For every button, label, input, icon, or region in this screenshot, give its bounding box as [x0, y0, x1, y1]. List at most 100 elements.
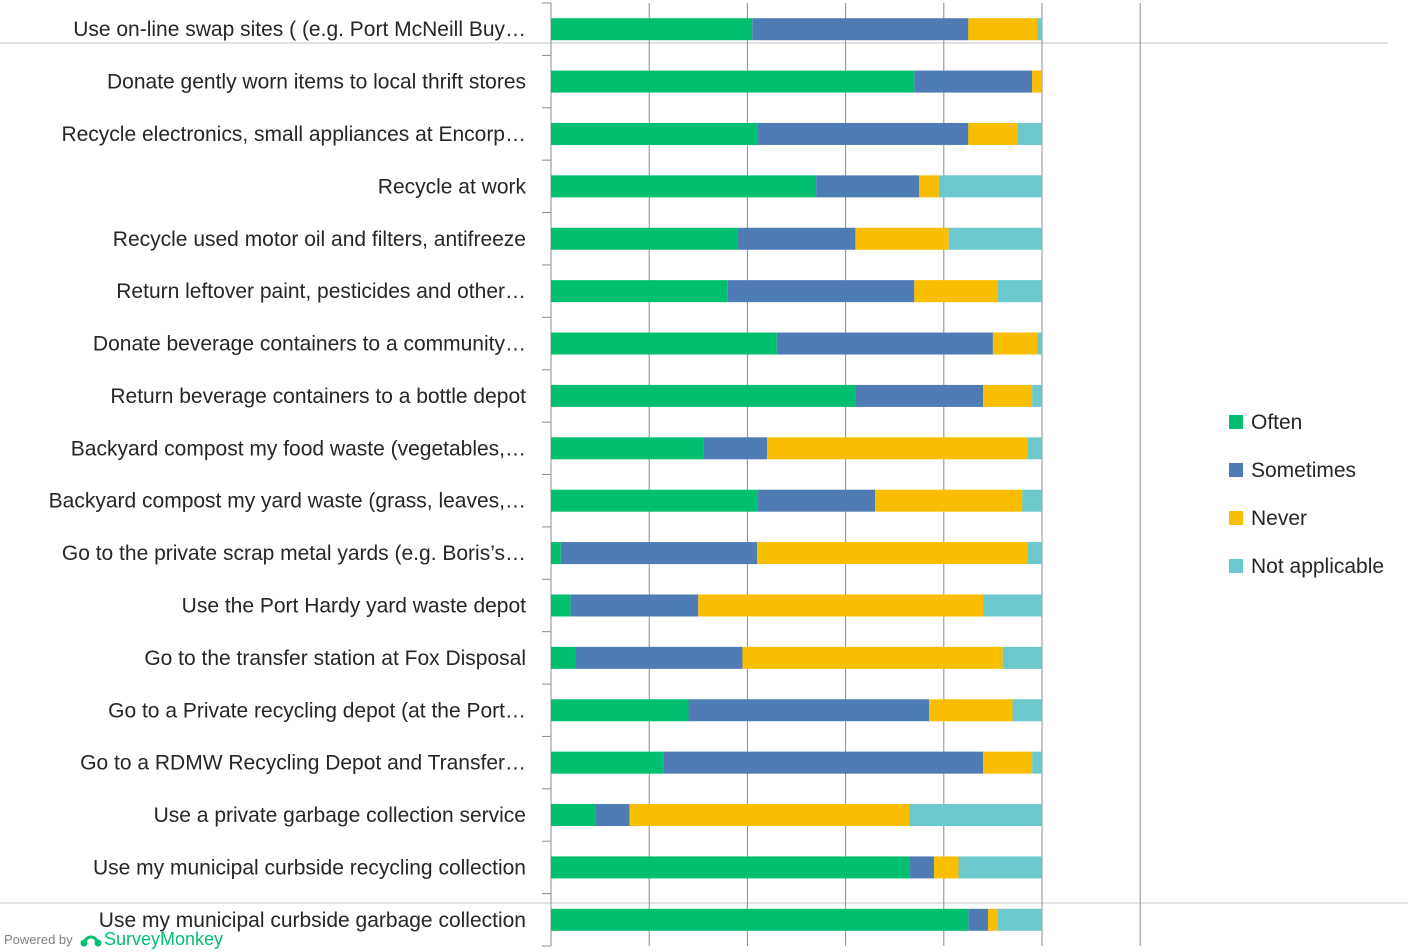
bar-segment-never	[629, 804, 910, 827]
bar-segment-sometimes	[727, 280, 915, 303]
bar-segment-not-applicable	[958, 856, 1042, 879]
bar-segment-never	[855, 227, 949, 250]
bar-segment-often	[551, 122, 758, 145]
bar-segment-never	[929, 699, 1013, 722]
bar-segment-not-applicable	[1012, 699, 1042, 722]
bar-segment-sometimes	[968, 908, 988, 931]
bar-segment-not-applicable	[983, 594, 1042, 617]
category-label: Use my municipal curbside garbage collec…	[99, 909, 526, 932]
bar-segment-sometimes	[737, 227, 856, 250]
bar-segment-often	[551, 804, 596, 827]
bar-segment-often	[551, 856, 910, 879]
bar-segment-often	[551, 646, 576, 669]
bar-segment-sometimes	[914, 70, 1033, 93]
category-label: Use a private garbage collection service	[154, 804, 526, 827]
bar-segment-often	[551, 227, 738, 250]
bar-segment-not-applicable	[948, 227, 1042, 250]
bar-segment-not-applicable	[1032, 751, 1042, 774]
bar-segment-never	[933, 856, 959, 879]
category-label: Backyard compost my food waste (vegetabl…	[71, 437, 526, 460]
bar-segment-never	[742, 646, 1003, 669]
legend-label: Sometimes	[1251, 459, 1356, 482]
surveymonkey-logo-icon	[80, 935, 102, 947]
bar-segment-often	[551, 908, 969, 931]
bar-segment-not-applicable	[938, 175, 1042, 198]
legend-label: Often	[1251, 411, 1302, 434]
category-label: Return leftover paint, pesticides and ot…	[116, 280, 526, 303]
bar-segment-not-applicable	[1037, 332, 1042, 355]
bar-segment-never	[1032, 70, 1042, 93]
category-label: Go to a RDMW Recycling Depot and Transfe…	[80, 752, 526, 775]
category-label: Use the Port Hardy yard waste depot	[182, 594, 527, 617]
bar-segment-never	[968, 122, 1018, 145]
category-label: Go to the private scrap metal yards (e.g…	[62, 542, 526, 565]
bar-segment-sometimes	[757, 489, 876, 512]
bar-segment-not-applicable	[1027, 437, 1042, 460]
category-label: Recycle electronics, small appliances at…	[61, 123, 526, 146]
bar-segment-sometimes	[560, 542, 758, 565]
bar-segment-never	[698, 594, 984, 617]
bar-segment-sometimes	[570, 594, 699, 617]
bar-segment-sometimes	[703, 437, 768, 460]
bar-segment-never	[992, 332, 1038, 355]
category-label: Backyard compost my yard waste (grass, l…	[49, 490, 526, 513]
bar-segment-sometimes	[855, 384, 984, 407]
bar-segment-sometimes	[663, 751, 984, 774]
bar-segment-often	[551, 542, 561, 565]
bar-segment-sometimes	[688, 699, 930, 722]
bar-segment-never	[767, 437, 1028, 460]
bar-segment-not-applicable	[997, 280, 1042, 303]
category-label: Recycle used motor oil and filters, anti…	[113, 228, 526, 251]
bar-segment-sometimes	[816, 175, 920, 198]
category-label: Go to the transfer station at Fox Dispos…	[144, 647, 526, 670]
bar-segment-often	[551, 332, 777, 355]
bar-segment-not-applicable	[1037, 18, 1042, 41]
bar-segment-not-applicable	[1002, 646, 1042, 669]
bar-segment-not-applicable	[997, 908, 1042, 931]
bar-segment-often	[551, 489, 758, 512]
bar-segment-not-applicable	[1027, 542, 1042, 565]
category-label: Use my municipal curbside recycling coll…	[93, 856, 526, 879]
bar-segment-often	[551, 699, 689, 722]
category-label: Use on-line swap sites ( (e.g. Port McNe…	[73, 18, 526, 41]
legend-swatch	[1229, 511, 1243, 525]
bar-segment-not-applicable	[1032, 384, 1042, 407]
bar-segment-often	[551, 384, 856, 407]
bar-segment-sometimes	[752, 18, 969, 41]
category-label: Return beverage containers to a bottle d…	[110, 385, 526, 408]
bar-segment-often	[551, 280, 728, 303]
bar-segment-never	[757, 542, 1028, 565]
bar-segment-never	[983, 751, 1033, 774]
bar-segment-often	[551, 437, 704, 460]
bar-segment-never	[983, 384, 1033, 407]
surveymonkey-brand: SurveyMonkey	[104, 929, 224, 949]
bar-segment-never	[919, 175, 939, 198]
bar-segment-never	[987, 908, 998, 931]
bar-segment-often	[551, 175, 817, 198]
bar-segment-sometimes	[575, 646, 743, 669]
bar-segment-not-applicable	[1017, 122, 1042, 145]
legend-swatch	[1229, 415, 1243, 429]
bar-segment-sometimes	[776, 332, 993, 355]
bar-segment-never	[914, 280, 998, 303]
legend-swatch	[1229, 463, 1243, 477]
legend-label: Not applicable	[1251, 555, 1384, 578]
bar-segment-often	[551, 18, 753, 41]
category-label: Donate beverage containers to a communit…	[93, 333, 526, 356]
legend-swatch	[1229, 559, 1243, 573]
bar-segment-sometimes	[595, 804, 630, 827]
bar-segment-often	[551, 70, 915, 93]
legend-label: Never	[1251, 507, 1307, 530]
bar-segment-never	[875, 489, 1023, 512]
bar-segment-not-applicable	[909, 804, 1042, 827]
category-label: Donate gently worn items to local thrift…	[107, 71, 526, 94]
bar-segment-often	[551, 594, 571, 617]
bar-segment-sometimes	[757, 122, 969, 145]
bar-segment-sometimes	[909, 856, 934, 879]
bar-segment-often	[551, 751, 664, 774]
category-label: Go to a Private recycling depot (at the …	[108, 699, 526, 722]
bar-segment-not-applicable	[1022, 489, 1042, 512]
category-label: Recycle at work	[378, 175, 527, 198]
powered-by-label: Powered by	[4, 932, 73, 947]
